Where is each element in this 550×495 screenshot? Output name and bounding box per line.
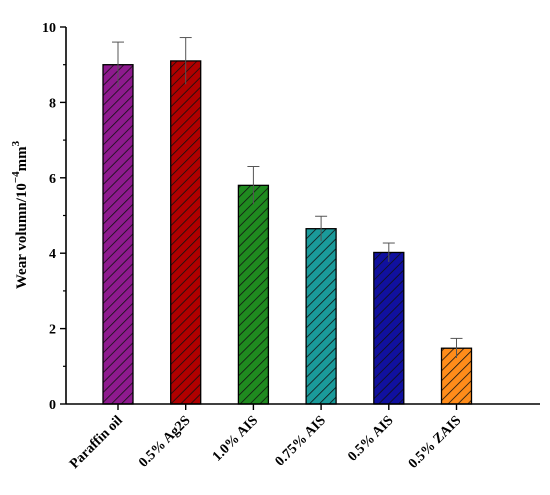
- y-tick-label-6: 6: [49, 172, 56, 187]
- x-tick-label-5: 0.5% AIS: [345, 413, 396, 464]
- y-axis-title-exponent: −4: [10, 171, 22, 183]
- x-tick-label-2: 0.5% Ag2S: [136, 413, 194, 471]
- y-tick-label-10: 10: [42, 21, 56, 36]
- bar-3: [237, 184, 270, 405]
- y-ticks-group: 0 2 4 6 8 10: [42, 21, 66, 413]
- x-tick-label-1: Paraffin oil: [67, 413, 126, 472]
- y-tick-label-0: 0: [49, 398, 56, 413]
- error-bars-group: [112, 37, 463, 359]
- y-axis-title: Wear volumn/10−4mm3: [10, 140, 30, 289]
- x-tick-label-6: 0.5% ZAIS: [406, 413, 465, 472]
- y-tick-label-8: 8: [49, 96, 56, 111]
- bar-4: [305, 228, 337, 405]
- bars-group: [102, 60, 473, 405]
- x-tick-label-3: 1.0% AIS: [210, 413, 261, 464]
- y-axis-title-unit: mm: [14, 146, 30, 171]
- y-axis-title-main: Wear volumn/10: [14, 183, 30, 289]
- bar-2: [170, 60, 202, 405]
- bar-1: [102, 64, 134, 405]
- x-ticks-group: Paraffin oil 0.5% Ag2S 1.0% AIS 0.75% AIS 0.…: [67, 404, 464, 472]
- bar-5: [373, 251, 405, 405]
- y-axis-title-unit-exponent: 3: [10, 140, 22, 146]
- y-tick-label-4: 4: [49, 247, 56, 262]
- y-tick-label-2: 2: [49, 323, 56, 338]
- x-tick-label-4: 0.75% AIS: [273, 413, 329, 469]
